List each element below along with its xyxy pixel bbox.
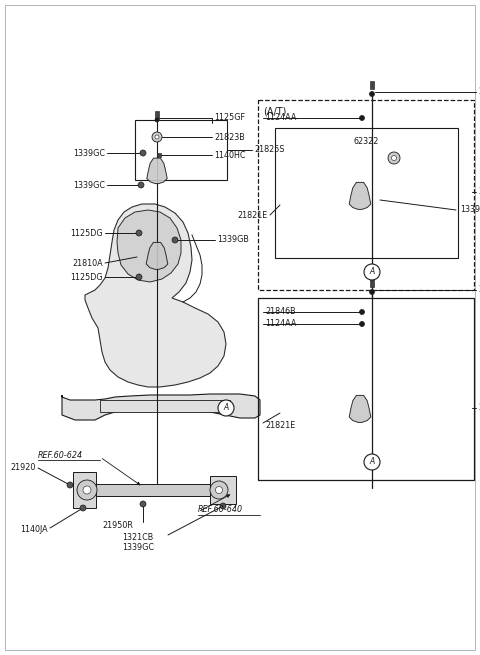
Circle shape [364, 454, 380, 470]
Text: 1124AA: 1124AA [265, 113, 296, 122]
Text: A: A [370, 457, 374, 466]
Circle shape [360, 310, 364, 314]
Polygon shape [210, 476, 236, 504]
Circle shape [172, 237, 178, 243]
Polygon shape [117, 210, 181, 282]
Text: 21920: 21920 [11, 464, 36, 472]
Circle shape [140, 501, 146, 507]
Circle shape [80, 505, 86, 511]
Text: 21823B: 21823B [214, 132, 245, 141]
Text: 1140JA: 1140JA [20, 525, 48, 534]
Text: 1140HC: 1140HC [214, 151, 245, 160]
Text: 1339GC: 1339GC [73, 181, 105, 189]
Circle shape [83, 486, 91, 494]
Bar [258, 100, 474, 290]
Circle shape [210, 481, 228, 499]
Text: 1125GF: 1125GF [214, 113, 245, 122]
Circle shape [392, 155, 396, 160]
Text: 21810A: 21810A [72, 259, 103, 267]
Circle shape [155, 118, 159, 122]
Circle shape [370, 92, 374, 96]
Text: 1124AA: 1124AA [265, 320, 296, 329]
Polygon shape [73, 472, 96, 508]
Text: 21846B: 21846B [265, 307, 296, 316]
Text: 21831: 21831 [478, 286, 480, 295]
Bar [370, 81, 374, 89]
Text: REF.60-640: REF.60-640 [198, 506, 243, 514]
Polygon shape [62, 394, 260, 420]
Text: 21831: 21831 [478, 88, 480, 96]
Polygon shape [349, 396, 371, 422]
Polygon shape [96, 484, 210, 496]
Circle shape [67, 482, 73, 488]
Text: 62322: 62322 [354, 138, 379, 147]
Bar [157, 153, 161, 157]
Circle shape [218, 400, 234, 416]
Text: 1339GC: 1339GC [122, 544, 154, 553]
Circle shape [136, 274, 142, 280]
Text: 1125DG: 1125DG [71, 272, 103, 282]
Polygon shape [146, 242, 168, 269]
Circle shape [152, 132, 162, 142]
Polygon shape [349, 182, 371, 210]
Circle shape [140, 150, 146, 156]
Bar [100, 400, 230, 412]
Text: (A/T): (A/T) [263, 107, 287, 117]
Circle shape [155, 135, 159, 139]
Circle shape [220, 503, 226, 509]
Text: A: A [223, 403, 228, 413]
Circle shape [216, 487, 223, 493]
Bar [155, 111, 159, 119]
Text: 21830: 21830 [478, 403, 480, 413]
Circle shape [364, 264, 380, 280]
Text: 21950R: 21950R [103, 521, 133, 529]
Bar [275, 128, 458, 258]
Bar [135, 120, 227, 180]
Bar [258, 298, 474, 480]
Text: 1321CB: 1321CB [122, 534, 154, 542]
Text: 1339GA: 1339GA [460, 206, 480, 214]
Text: 21821E: 21821E [238, 210, 268, 219]
Circle shape [138, 182, 144, 188]
Circle shape [360, 322, 364, 326]
Text: 1125DG: 1125DG [71, 229, 103, 238]
Text: 21825S: 21825S [254, 145, 285, 155]
Polygon shape [85, 204, 226, 387]
Bar [370, 279, 374, 287]
Polygon shape [147, 158, 167, 183]
Text: A: A [370, 267, 374, 276]
Circle shape [360, 115, 364, 121]
Text: REF.60-624: REF.60-624 [38, 451, 83, 460]
Circle shape [136, 230, 142, 236]
Text: 21821E: 21821E [265, 422, 295, 430]
Text: 1339GB: 1339GB [217, 236, 249, 244]
Circle shape [388, 152, 400, 164]
Circle shape [370, 290, 374, 295]
Text: 21830: 21830 [478, 187, 480, 196]
Circle shape [77, 480, 97, 500]
Text: 1339GC: 1339GC [73, 149, 105, 157]
